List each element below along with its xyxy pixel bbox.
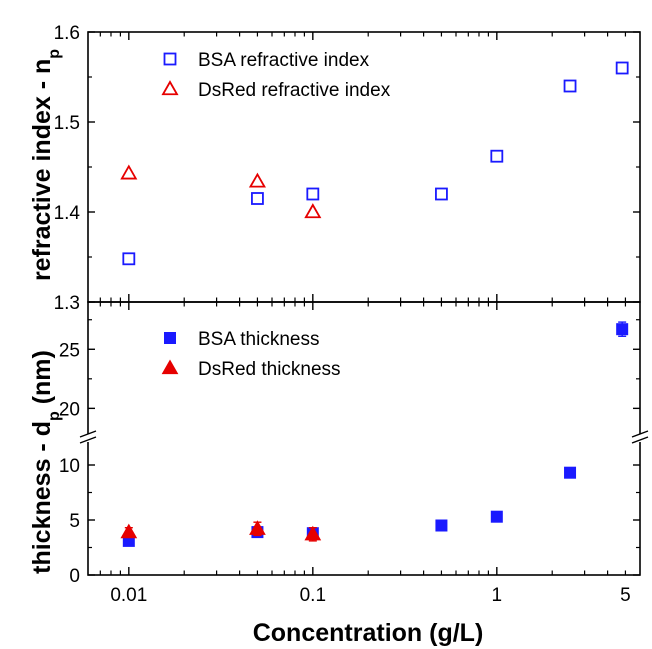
axis-break-mark [79,430,97,438]
top-series-0-point [490,149,504,163]
top-y-axis-label: refractive index - np [28,49,63,281]
bottom-y-tick-label: 20 [59,399,80,420]
top-series-1-point [248,172,266,188]
top-legend-marker-0 [163,52,177,66]
bottom-y-axis-label-sub: p [46,411,63,421]
bottom-legend-label-1: DsRed thickness [198,359,341,380]
top-series-1-point [304,203,322,219]
bottom-series-1-point [120,523,138,539]
axes-layer: 1.3 1.4 1.5 1.6 0 5 10 20 25 0.01 0.1 1 5 [54,23,649,606]
legend-layer: BSA refractive index DsRed refractive ind… [198,50,391,380]
bottom-y-axis-label-unit: (nm) [28,350,56,411]
top-plot-frame [87,31,641,303]
top-y-tick-label: 1.6 [54,23,80,44]
top-series-0-point [122,252,136,266]
top-series-1-point [120,164,138,180]
top-y-tick-label: 1.5 [54,113,80,134]
bottom-y-tick-label: 25 [59,340,80,361]
bottom-y-tick-label: 0 [69,566,80,587]
bottom-series-0-point [435,519,448,532]
x-tick-label: 1 [492,585,503,606]
bottom-legend-marker-1 [161,359,179,375]
top-series-0-point [251,192,264,205]
top-series-0-point [435,187,448,201]
x-tick-label: 0.01 [110,585,147,606]
top-legend-marker-1 [161,80,179,96]
axis-break-gap [634,434,646,442]
bottom-series-0-point [564,466,577,479]
top-y-tick-label: 1.3 [54,293,80,314]
bottom-series-1-point [249,520,266,535]
top-legend-label-0: BSA refractive index [198,50,370,71]
axis-break-gap [82,434,94,442]
x-tick-label: 0.1 [300,585,326,606]
axis-break-mark [631,430,649,438]
bottom-y-tick-label: 10 [59,456,80,477]
x-tick-label: 5 [620,585,631,606]
bottom-legend-marker-0 [164,332,176,344]
axis-break-mark [631,436,649,444]
x-axis-label: Concentration (g/L) [253,619,484,647]
axis-break-mark [79,436,97,444]
bottom-y-tick-label: 5 [69,511,80,532]
top-series-0-point [306,187,320,201]
bottom-series-0-point [616,323,629,336]
bottom-y-axis-label: thickness - dp (nm) [28,350,63,574]
bottom-y-axis-label-main: thickness - d [28,421,56,574]
bottom-series-0-point [490,510,503,523]
top-series-0-point [615,61,629,75]
marks-layer [120,52,629,547]
top-legend-label-1: DsRed refractive index [198,80,391,101]
top-y-axis-label-sub: p [46,49,63,59]
top-series-0-point [563,79,577,93]
top-y-tick-label: 1.4 [54,203,81,224]
bottom-legend-label-0: BSA thickness [198,329,319,350]
bottom-series-1-point [304,525,322,541]
top-y-axis-label-main: refractive index - n [28,59,56,281]
